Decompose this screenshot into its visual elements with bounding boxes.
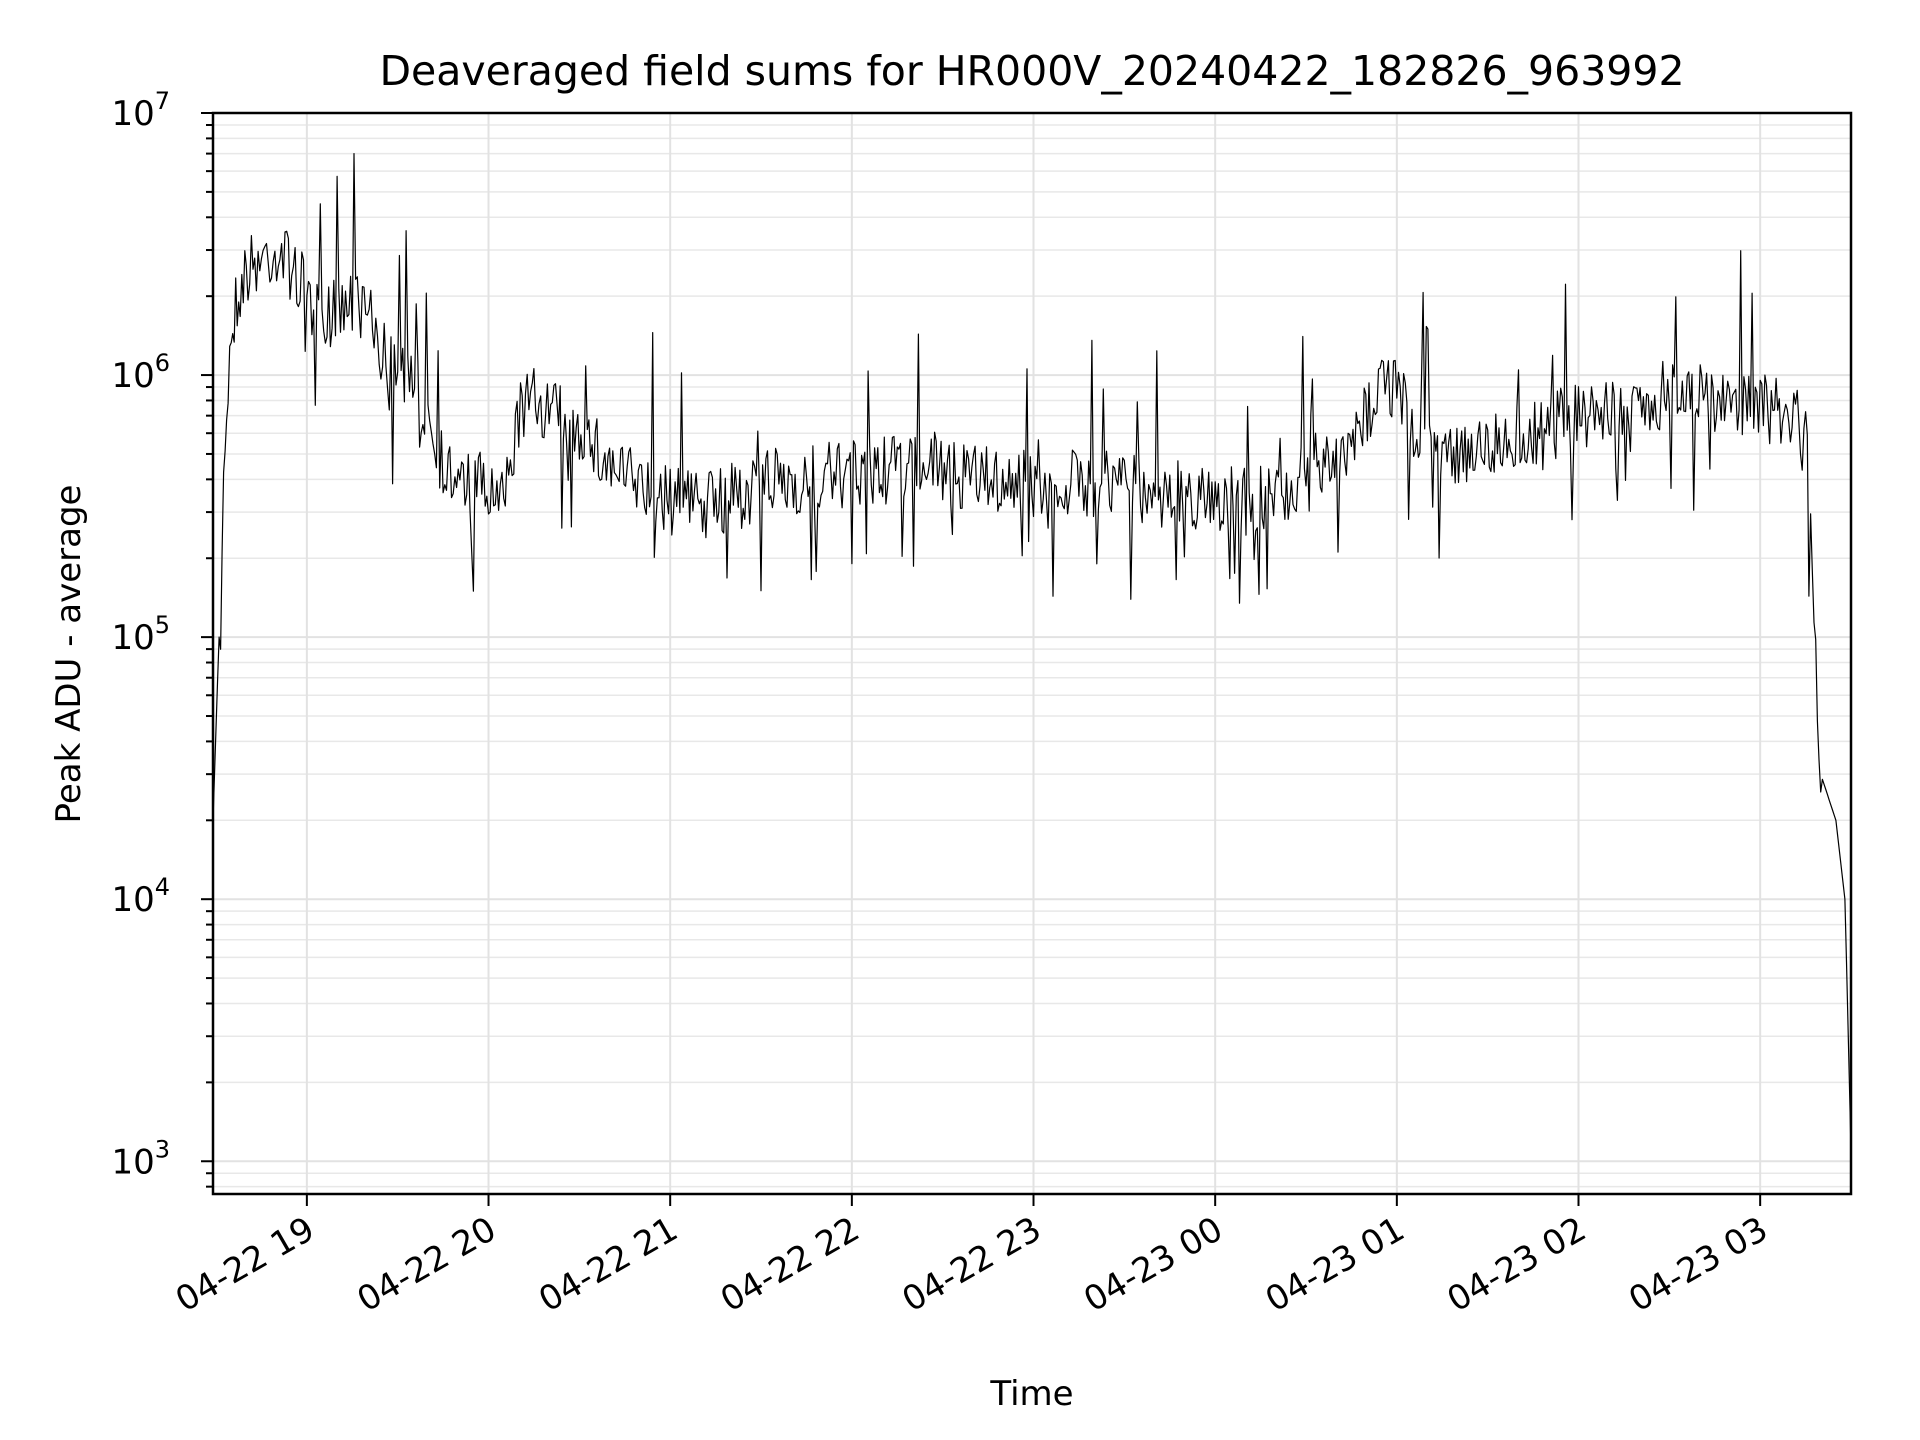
x-tick-label: 04-22 22 (714, 1209, 866, 1320)
x-axis-label: Time (989, 1374, 1073, 1414)
data-series-line (212, 153, 1852, 1151)
x-tick-label: 04-22 19 (169, 1209, 321, 1320)
x-tick-label: 04-23 00 (1077, 1209, 1229, 1320)
y-tick-label: 104 (111, 873, 170, 920)
y-axis-label: Peak ADU - average (49, 485, 89, 824)
y-tick-label: 105 (111, 611, 170, 658)
x-tick-label: 04-23 03 (1622, 1209, 1774, 1320)
x-tick-label: 04-22 20 (351, 1209, 503, 1320)
y-tick-label: 103 (111, 1135, 170, 1182)
axis-ticks: 103 104 105 106 107 04-22 19 04-22 20 04-22 21 0… (111, 87, 1774, 1320)
y-tick-label: 106 (111, 349, 170, 396)
grid (213, 112, 1851, 1194)
plot-frame (211, 111, 1853, 1196)
x-tick-label: 04-23 02 (1441, 1209, 1593, 1320)
x-tick-label: 04-23 01 (1259, 1209, 1411, 1320)
y-tick-label: 107 (111, 87, 170, 134)
x-tick-label: 04-22 21 (532, 1209, 684, 1320)
chart-title: Deaveraged field sums for HR000V_2024042… (379, 47, 1684, 95)
x-tick-label: 04-22 23 (896, 1209, 1048, 1320)
